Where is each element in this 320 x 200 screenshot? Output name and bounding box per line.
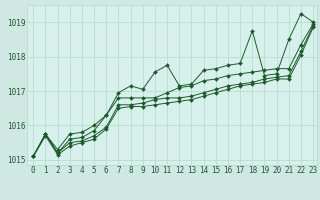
- Text: Graphe pression niveau de la mer (hPa): Graphe pression niveau de la mer (hPa): [58, 182, 262, 192]
